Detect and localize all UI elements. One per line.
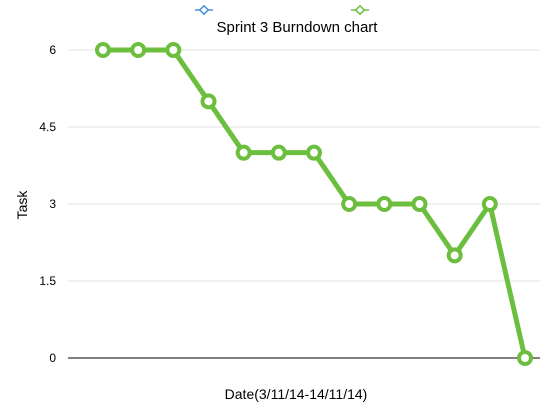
y-tick-label: 3 <box>49 197 56 211</box>
data-point <box>95 42 111 58</box>
data-point <box>235 144 252 161</box>
legend <box>195 4 369 16</box>
data-point <box>270 144 287 161</box>
data-point <box>517 350 533 366</box>
legend-marker <box>198 4 210 16</box>
data-point <box>481 196 498 212</box>
series-layer <box>95 42 533 366</box>
y-tick-label: 4.5 <box>39 120 56 134</box>
data-point <box>341 196 358 212</box>
chart-title: Sprint 3 Burndown chart <box>217 19 379 36</box>
x-axis-label: Date(3/11/14-14/11/14) <box>225 386 368 402</box>
data-point <box>376 196 393 212</box>
y-axis-label: Task <box>14 190 30 220</box>
data-point <box>130 42 147 58</box>
legend-marker <box>354 4 366 16</box>
data-point <box>446 247 463 264</box>
y-tick-label: 6 <box>49 43 56 57</box>
y-tick-label: 1.5 <box>39 274 56 288</box>
data-point <box>411 196 428 212</box>
data-point <box>165 42 182 58</box>
data-point <box>200 93 217 110</box>
y-tick-labels: 0 1.5 3 4.5 6 <box>39 43 56 365</box>
y-tick-label: 0 <box>49 351 56 365</box>
gridlines <box>68 49 540 359</box>
data-point <box>306 144 322 161</box>
